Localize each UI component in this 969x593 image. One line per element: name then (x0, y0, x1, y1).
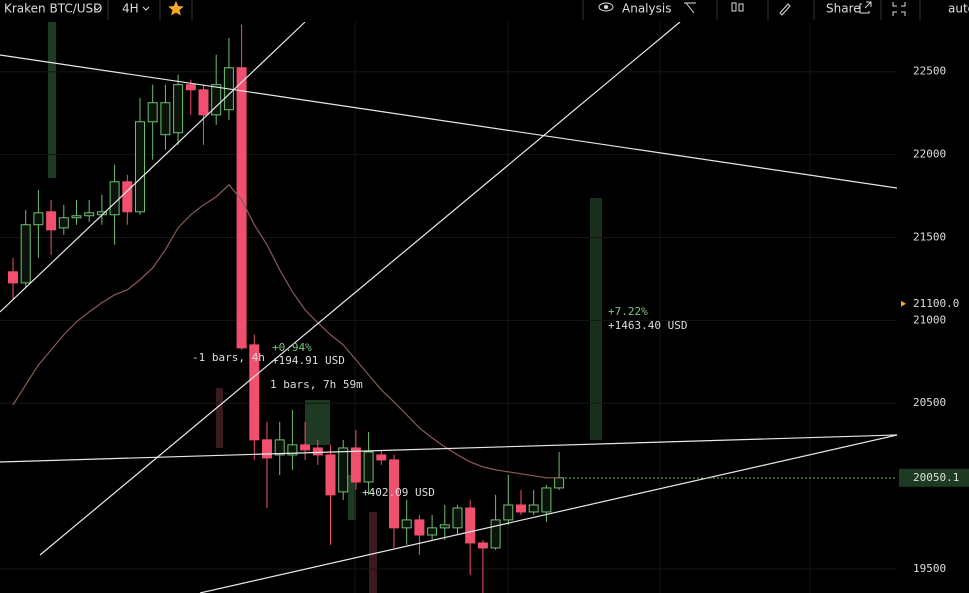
candle-body (46, 211, 57, 231)
last-price-box (899, 468, 969, 487)
eye-icon[interactable] (598, 2, 614, 12)
candle-body (33, 212, 44, 226)
y-tick-label: 22500 (913, 65, 946, 78)
candle-icon[interactable] (731, 2, 737, 12)
symbol-button[interactable]: Kraken BTC/USD (4, 2, 102, 16)
trend-line (0, 54, 898, 189)
candle-body (414, 519, 425, 536)
trend-lines (0, 21, 898, 593)
candle-body (477, 542, 488, 549)
eye-icon (604, 5, 608, 9)
candle-body (516, 504, 526, 513)
alert-label: 21100.0 (913, 297, 959, 310)
last-price-label: 20050.1 (913, 471, 959, 484)
candle-body (84, 212, 95, 217)
trend-line (39, 21, 681, 556)
candle-body (109, 181, 120, 216)
candle-body (58, 217, 69, 229)
candle-body (274, 439, 285, 456)
y-tick-label: 19500 (913, 562, 946, 575)
candle-body (401, 519, 412, 529)
candle-body (287, 444, 298, 456)
trend-line (199, 434, 898, 593)
trend-line (0, 21, 306, 313)
annotation: 1 bars, 7h 59m (270, 378, 363, 391)
candle-body (338, 447, 349, 493)
candle-body (262, 439, 272, 459)
candle-body (452, 507, 463, 529)
measure-box (305, 400, 330, 445)
candle-body (541, 487, 552, 513)
annotation: +402.09 USD (362, 486, 435, 499)
candle-body (465, 507, 476, 544)
candle-body (147, 102, 158, 123)
candle-body (185, 84, 196, 91)
measure-box (348, 475, 356, 520)
candle-body (236, 67, 247, 349)
y-tick-label: 22000 (913, 148, 946, 161)
share-button[interactable]: Share (826, 2, 861, 16)
scale-button[interactable]: auto (948, 2, 969, 16)
measure-box (590, 198, 602, 440)
annotation: +194.91 USD (272, 354, 345, 367)
candle-body (490, 519, 501, 549)
candle-body (249, 344, 260, 441)
alert-marker (901, 300, 906, 307)
measure-box (369, 512, 377, 593)
candle-body (198, 89, 209, 116)
favorite-star[interactable] (168, 1, 184, 16)
candle-body (376, 454, 387, 461)
candle-body (503, 504, 514, 521)
annotation: +7.22% (608, 305, 648, 318)
chevron (93, 6, 101, 11)
trend-line (0, 434, 898, 463)
candle-body (528, 504, 539, 513)
y-tick-label: 21000 (913, 313, 946, 326)
candle-body (8, 271, 18, 284)
candle-body (211, 84, 222, 116)
candle-icon (738, 3, 744, 12)
toolbar (0, 0, 969, 22)
analysis-icon (684, 2, 696, 14)
candle-body (135, 121, 145, 213)
candle-body (122, 181, 133, 213)
annotation: +1463.40 USD (608, 319, 687, 332)
candle-body (160, 102, 171, 136)
candle-body (389, 459, 399, 529)
candle-body (350, 447, 361, 483)
annotation: -1 bars, 4h (192, 351, 265, 364)
plot (0, 22, 897, 593)
candle-body (554, 477, 565, 489)
draw-icon[interactable] (779, 3, 791, 16)
y-tick-label: 21500 (913, 230, 946, 243)
annotation: +0.94% (272, 341, 312, 354)
candle-body (325, 454, 336, 496)
candle-body (427, 527, 438, 536)
candle-body (20, 224, 31, 284)
measure-box (48, 22, 56, 178)
share-icon (859, 1, 872, 14)
candle-body (173, 84, 184, 134)
candle-body (312, 447, 323, 456)
candle-body (71, 215, 82, 219)
candle-body (363, 451, 374, 483)
candle-body (300, 444, 311, 451)
interval-button[interactable]: 4H (122, 2, 139, 16)
measure-box (216, 388, 223, 448)
moving-average (12, 183, 560, 479)
chevron (142, 6, 150, 11)
fullscreen-icon[interactable] (892, 2, 906, 16)
candle-body (439, 524, 450, 529)
y-tick-label: 20500 (913, 396, 946, 409)
analysis-button[interactable]: Analysis (622, 2, 671, 16)
